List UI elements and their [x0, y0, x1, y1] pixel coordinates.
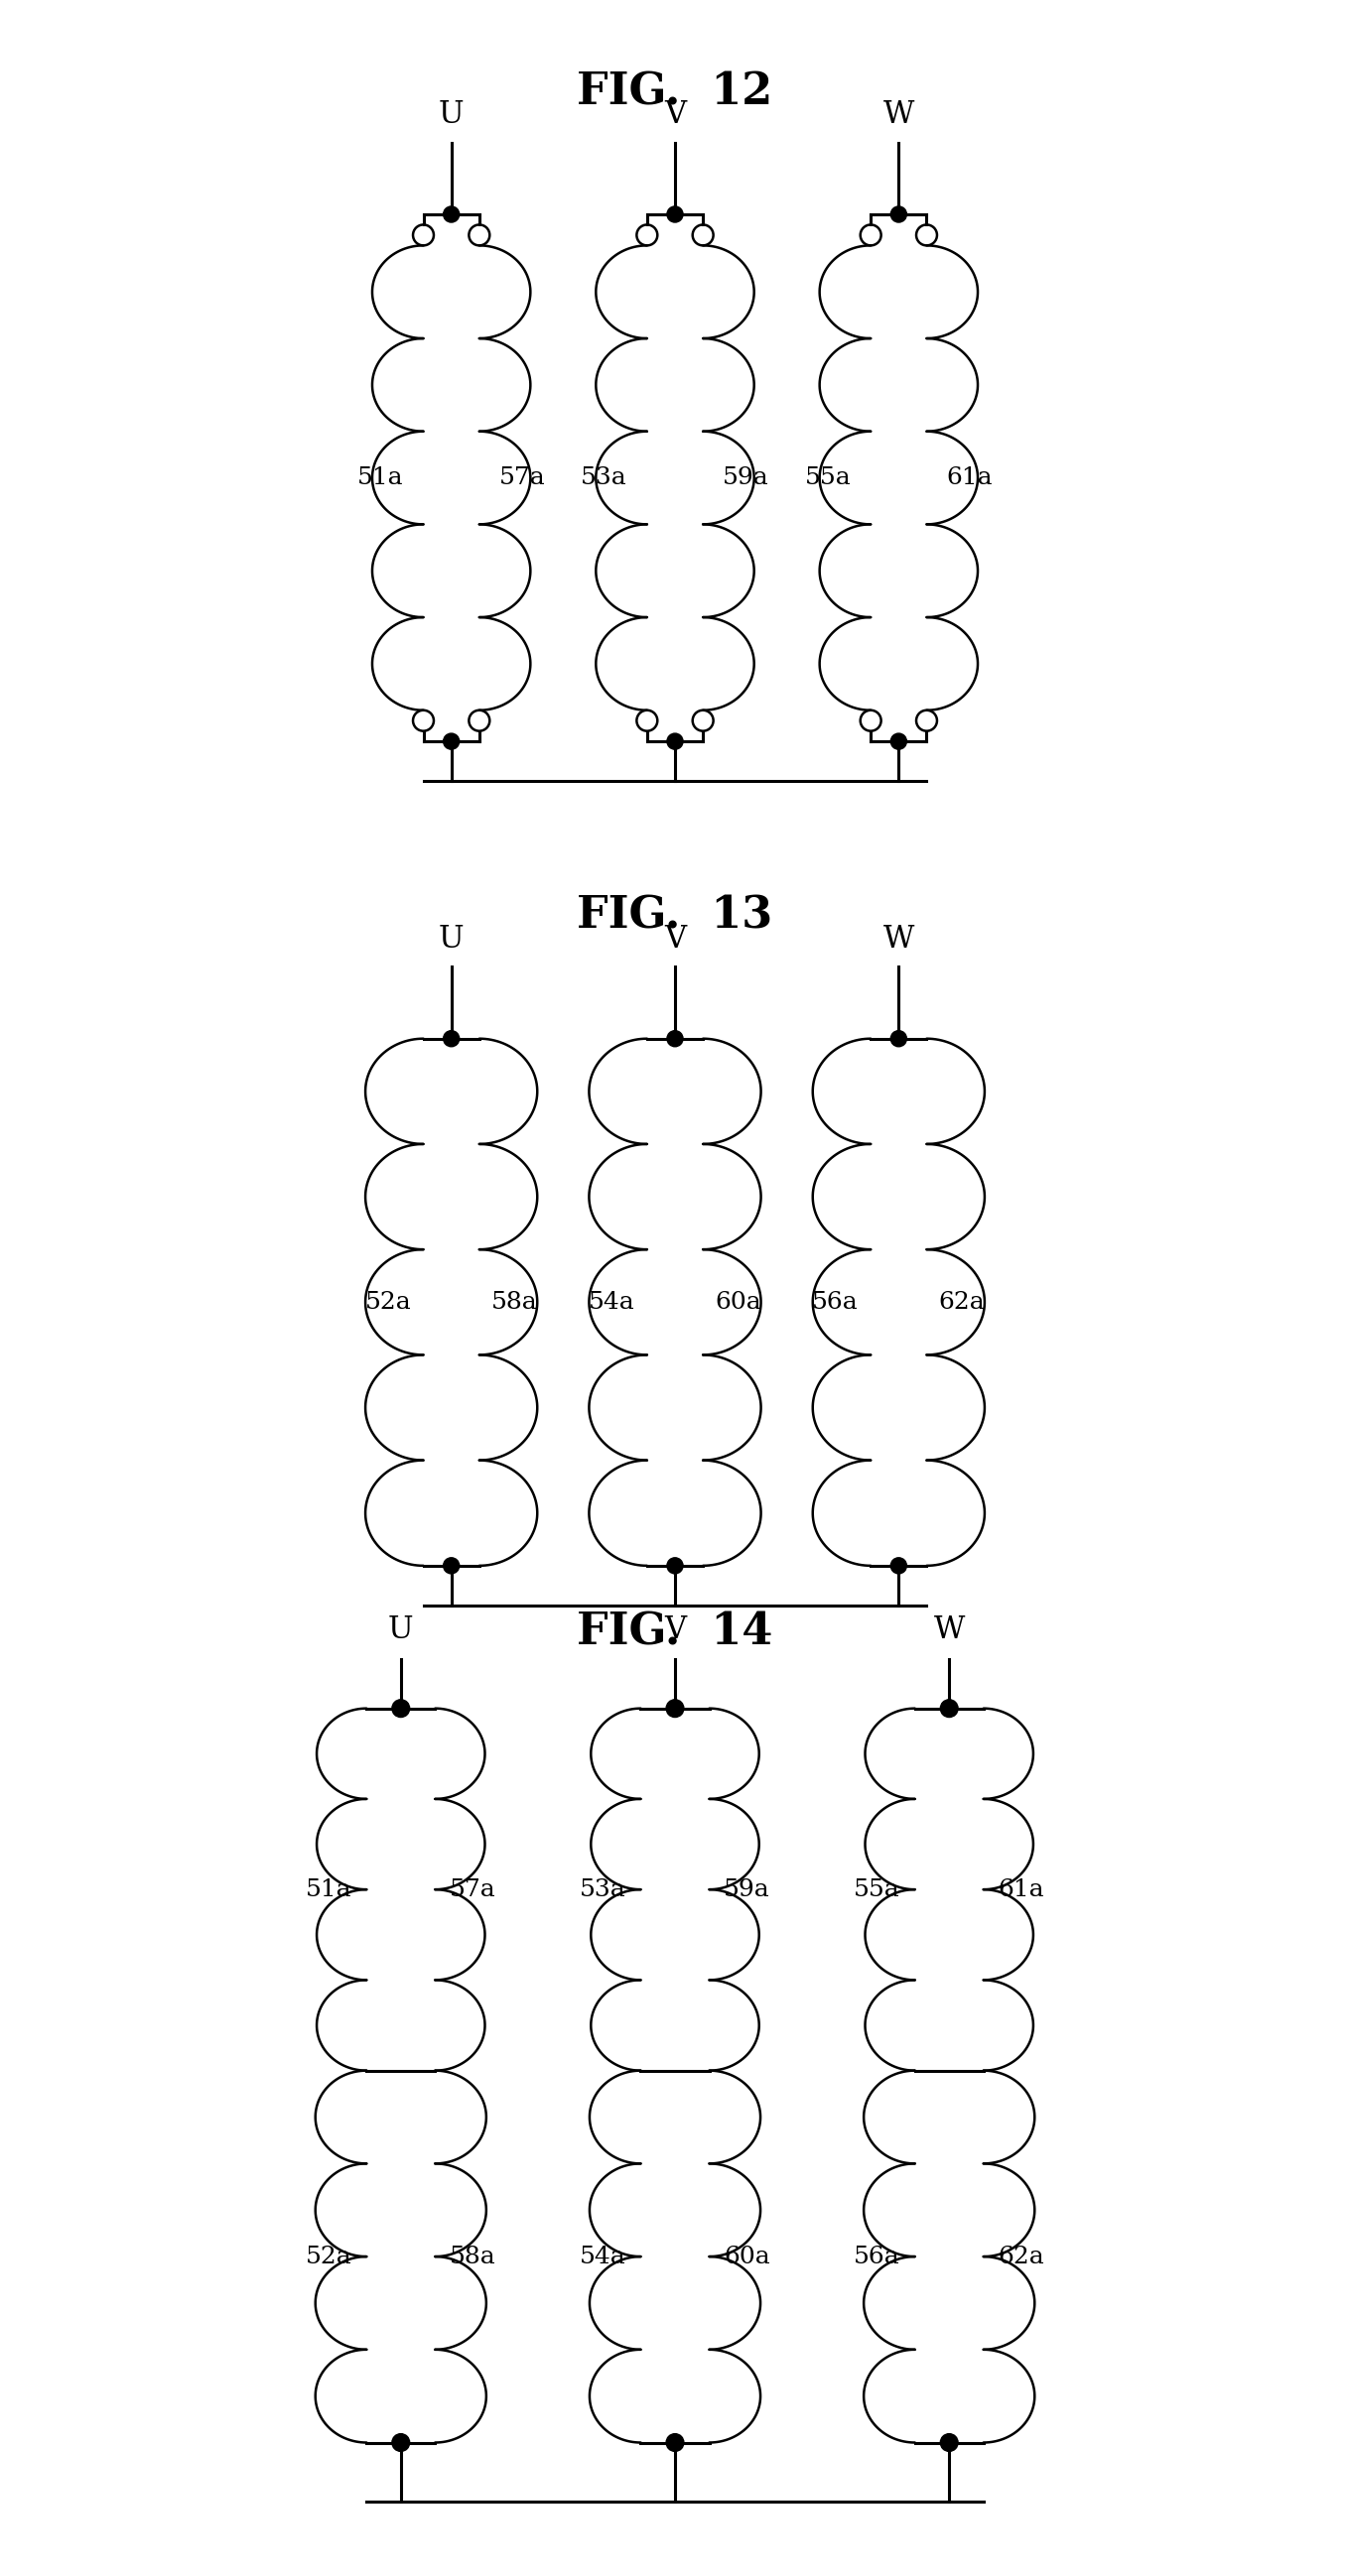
Circle shape: [667, 206, 683, 222]
Circle shape: [443, 206, 459, 222]
Text: FIG.  13: FIG. 13: [576, 894, 774, 938]
Text: 53a: 53a: [579, 1878, 626, 1901]
Text: FIG.  14: FIG. 14: [576, 1610, 774, 1654]
Circle shape: [891, 734, 907, 750]
Circle shape: [666, 1700, 684, 1718]
Text: 57a: 57a: [450, 1878, 497, 1901]
Circle shape: [891, 206, 907, 222]
Text: 62a: 62a: [998, 2246, 1045, 2267]
Text: 57a: 57a: [500, 466, 545, 489]
Circle shape: [443, 1030, 459, 1046]
Text: U: U: [439, 925, 464, 956]
Circle shape: [941, 2434, 958, 2452]
Circle shape: [443, 1558, 459, 1574]
Text: 52a: 52a: [365, 1291, 412, 1314]
Text: 61a: 61a: [998, 1878, 1045, 1901]
Text: 59a: 59a: [722, 466, 770, 489]
Text: 55a: 55a: [805, 466, 850, 489]
Text: U: U: [387, 1615, 413, 1643]
Circle shape: [667, 1558, 683, 1574]
Text: W: W: [934, 1615, 965, 1643]
Circle shape: [392, 2434, 409, 2452]
Text: 52a: 52a: [305, 2246, 352, 2267]
Circle shape: [443, 734, 459, 750]
Text: V: V: [664, 100, 686, 131]
Text: 54a: 54a: [589, 1291, 635, 1314]
Text: 59a: 59a: [724, 1878, 771, 1901]
Circle shape: [891, 1558, 907, 1574]
Circle shape: [941, 1700, 958, 1718]
Text: W: W: [883, 100, 914, 131]
Text: 61a: 61a: [946, 466, 992, 489]
Circle shape: [666, 2434, 684, 2452]
Text: 60a: 60a: [716, 1291, 761, 1314]
Circle shape: [891, 1030, 907, 1046]
Text: 56a: 56a: [853, 2246, 900, 2267]
Text: U: U: [439, 100, 464, 131]
Text: 53a: 53a: [580, 466, 628, 489]
Text: 51a: 51a: [305, 1878, 352, 1901]
Text: FIG.  12: FIG. 12: [576, 70, 774, 113]
Circle shape: [667, 1030, 683, 1046]
Text: V: V: [664, 1615, 686, 1643]
Text: 62a: 62a: [938, 1291, 986, 1314]
Text: 55a: 55a: [853, 1878, 900, 1901]
Text: W: W: [883, 925, 914, 956]
Circle shape: [667, 734, 683, 750]
Text: 54a: 54a: [579, 2246, 626, 2267]
Text: 56a: 56a: [813, 1291, 859, 1314]
Text: 60a: 60a: [724, 2246, 771, 2267]
Text: V: V: [664, 925, 686, 956]
Text: 58a: 58a: [491, 1291, 537, 1314]
Text: 51a: 51a: [358, 466, 404, 489]
Text: 58a: 58a: [450, 2246, 497, 2267]
Circle shape: [392, 1700, 409, 1718]
